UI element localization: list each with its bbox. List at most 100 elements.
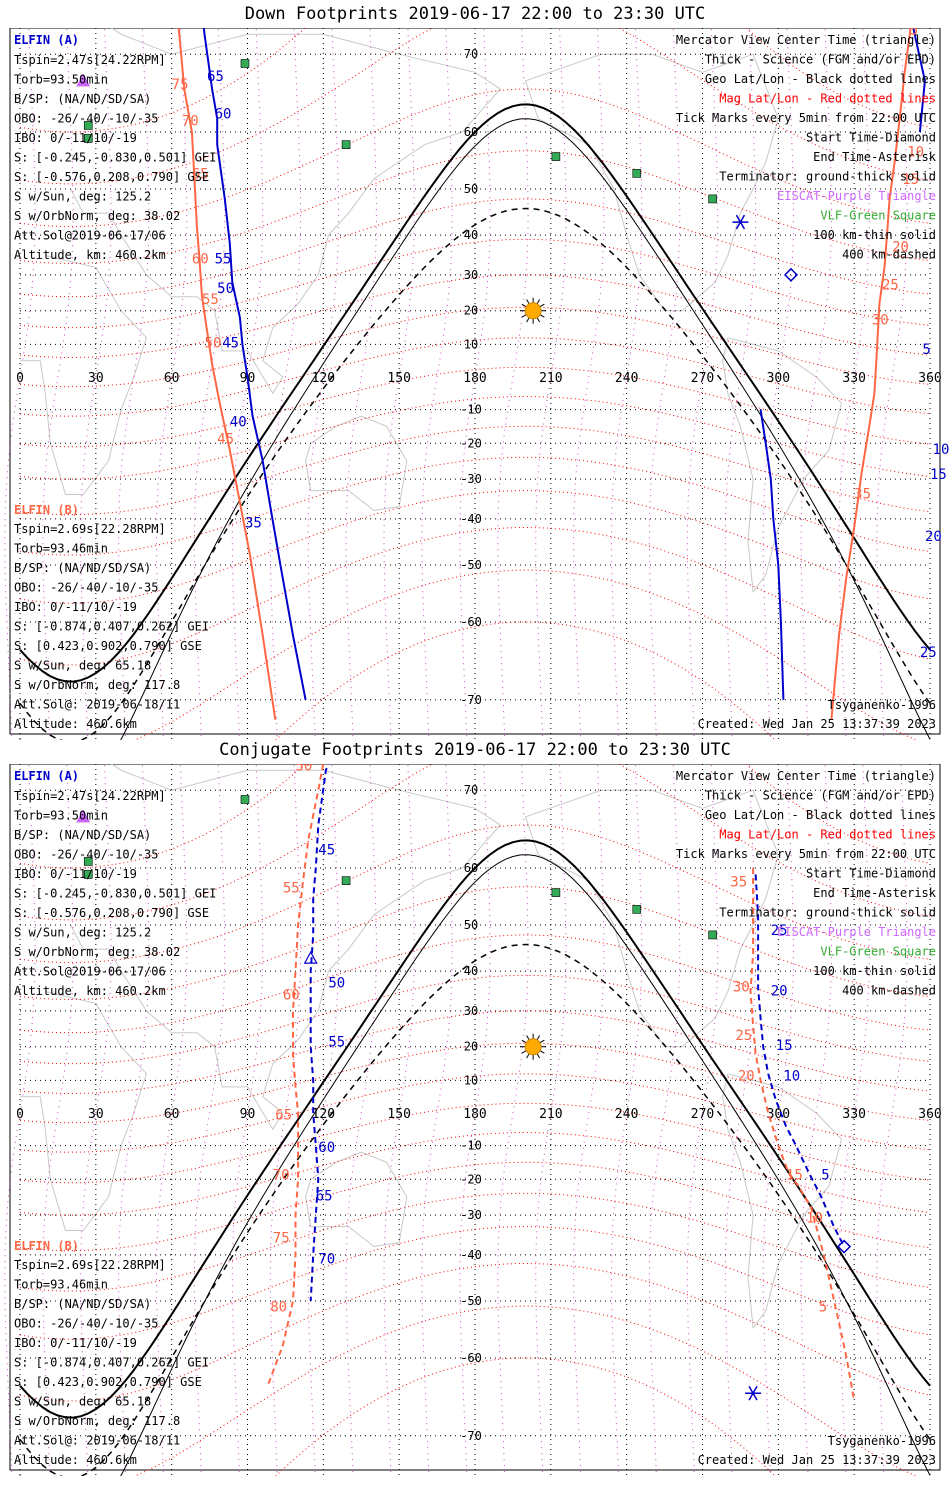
footprint-tick-label: 60 (215, 107, 232, 123)
y-tick-label: 60 (464, 125, 478, 139)
legend-entry: End Time-Asterisk (813, 150, 937, 164)
elfin-a-info-line: Altitude, km: 460.2km (14, 984, 166, 998)
land-outline (722, 337, 843, 594)
x-tick-label: 210 (539, 371, 562, 386)
elfin-b-info-line: B/SP: (NA/ND/SD/SA) (14, 1297, 151, 1311)
legend-entry: Tick Marks every 5min from 22:00 UTC (676, 847, 936, 861)
elfin-b-info-line: OBO: -26/-40/-10/-35 (14, 581, 159, 595)
footprint-tick-label: 60 (283, 987, 300, 1003)
elfin-a-info-line: S w/Sun, deg: 125.2 (14, 190, 151, 204)
footprint-tick-label: 50 (217, 281, 234, 297)
elfin-a-info-line: S w/OrbNorm, deg: 38.02 (14, 945, 180, 959)
vlf-square-marker (551, 888, 561, 897)
chart-down-footprints: 0 30 60 90 120 150 180 210 240 270 300 330 360706050… (4, 28, 949, 740)
mag-lat-line (19, 824, 931, 964)
chart-conjugate-footprints: 0 30 60 90 120 150 180 210 240 270 300 330 360 70 60 50… (4, 764, 942, 1476)
y-tick-label: 60 (464, 861, 478, 875)
y-tick-label: -50 (460, 1294, 482, 1308)
x-tick-label: 180 (463, 371, 486, 386)
footprint-tick-label: 55 (215, 251, 232, 267)
mag-lat-line (19, 238, 931, 329)
x-tick-label: 60 (164, 1107, 180, 1122)
footprint-track (266, 764, 325, 1387)
mag-lat-line (19, 1226, 931, 1340)
land-outline (722, 1073, 843, 1330)
legend-entry: Start Time-Diamond (806, 131, 936, 145)
elfin-b-info-line: IBO: 0/-11/10/-19 (14, 600, 137, 614)
elfin-a-info-line: S w/OrbNorm, deg: 38.02 (14, 209, 180, 223)
mag-lat-line (19, 490, 931, 604)
y-tick-label: -20 (460, 1172, 482, 1186)
legend-entry: Terminator: ground-thick solid (719, 170, 936, 184)
vlf-square-marker (240, 59, 250, 68)
legend-entry: VLF-Green Square (820, 945, 936, 959)
footprint-tick-label: 40 (230, 414, 247, 430)
x-tick-label: 330 (842, 1107, 865, 1122)
legend-entry: 400 km-dashed (842, 248, 936, 262)
y-tick-label: -60 (460, 615, 482, 629)
created-label: Created: Wed Jan 25 13:37:39 2023 (698, 1453, 936, 1467)
x-tick-label: 60 (164, 371, 180, 386)
legend-entry: Mag Lat/Lon - Red dotted lines (719, 92, 936, 106)
footprint-track (202, 28, 307, 700)
elfin-b-info-line: IBO: 0/-11/10/-19 (14, 1336, 137, 1350)
end-time-asterisk (748, 1385, 758, 1401)
legend-entry: 100 km-thin solid (813, 228, 936, 242)
legend-entry: 100 km-thin solid (813, 964, 936, 978)
footprint-tick-label: 45 (318, 843, 335, 859)
eiscat-triangle-marker (76, 809, 91, 823)
chart-title-conjugate: Conjugate Footprints 2019-06-17 22:00 to… (219, 740, 731, 760)
mag-lat-line (19, 274, 931, 359)
footprint-tick-label: 55 (202, 292, 219, 308)
y-tick-label: 10 (464, 337, 478, 351)
elfin-b-info-line: Altitude: 460.6km (14, 717, 137, 731)
footprint-track (759, 409, 785, 700)
footprint-tick-label: 75 (273, 1230, 290, 1246)
x-tick-label: 360 (918, 1107, 941, 1122)
legend-entry: EISCAT-Purple Triangle (777, 189, 936, 203)
footprint-tick-label: 80 (270, 1299, 287, 1315)
elfin-b-info-line: S: [0.423,0.902,0.790] GSE (14, 639, 202, 653)
elfin-b-info-line: Torb=93.46min (14, 1278, 108, 1292)
y-tick-label: -50 (460, 558, 482, 572)
mag-lat-line (19, 1262, 931, 1402)
x-tick-label: 300 (767, 371, 790, 386)
footprint-tick-label: 20 (771, 984, 788, 1000)
elfin-b-info-line: Tspin=2.69s[22.28RPM] (14, 522, 166, 536)
elfin-a-info-line: Torb=93.50min (14, 73, 108, 87)
mag-lat-line (19, 934, 931, 1034)
footprint-tick-label: 60 (192, 251, 209, 267)
eiscat-triangle-marker (76, 73, 91, 87)
elfin-b-info-line: B/SP: (NA/ND/SD/SA) (14, 561, 151, 575)
vlf-square-marker (708, 194, 717, 204)
y-tick-label: -10 (460, 403, 482, 417)
mag-lat-line (19, 337, 931, 417)
mag-lat-line (19, 1192, 931, 1292)
elfin-a-info-line: S: [-0.245,-0.830,0.501] GEI (14, 151, 216, 165)
mag-lat-line (19, 1102, 931, 1184)
elfin-a-info-line: B/SP: (NA/ND/SD/SA) (14, 92, 151, 106)
vlf-square-marker (708, 930, 717, 940)
footprint-tick-label: 70 (318, 1252, 335, 1268)
legend-entry: Thick - Science (FGM and/or EPD) (705, 53, 936, 67)
mag-lat-line (19, 456, 931, 556)
footprint-track (177, 28, 277, 720)
mag-lat-line (19, 88, 931, 228)
elfin-b-info-line: S w/OrbNorm, deg: 117.8 (14, 1414, 180, 1428)
footprint-tick-label: 50 (328, 976, 345, 992)
elfin-b-info-line: Att.Sol@: 2019-06-18/11 (14, 698, 180, 712)
mag-lat-line (19, 1010, 931, 1095)
elfin-b-info-line: Altitude: 460.6km (14, 1453, 137, 1467)
footprint-tick-label: 10 (907, 145, 924, 161)
vlf-square-marker (632, 169, 642, 178)
footprint-tick-label: 15 (786, 1167, 803, 1183)
footprint-tick-label: 50 (205, 336, 222, 352)
terminator-400km (19, 943, 931, 1476)
elfin-a-info-line: S w/Sun, deg: 125.2 (14, 926, 151, 940)
sun-icon (524, 302, 542, 320)
mag-lat-line (19, 764, 931, 869)
legend-entry: Terminator: ground-thick solid (719, 906, 936, 920)
created-label: Created: Wed Jan 25 13:37:39 2023 (698, 717, 936, 731)
x-tick-label: 270 (691, 371, 714, 386)
elfin-b-info-line: S: [-0.874,0.407,0.262] GEI (14, 1356, 209, 1370)
